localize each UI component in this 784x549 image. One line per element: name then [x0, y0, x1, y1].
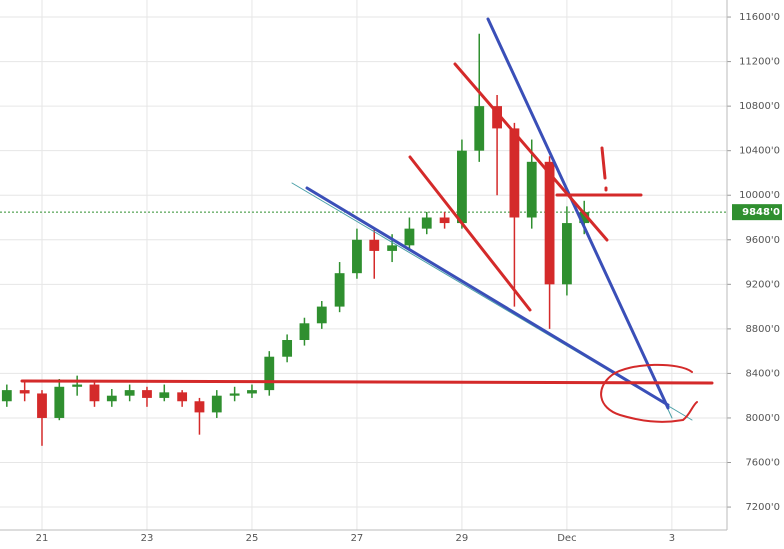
y-tick-label: 10800'0: [739, 101, 780, 112]
x-tick-label: 25: [246, 533, 259, 544]
exclamation-annotation: [600, 146, 608, 192]
candle-body: [561, 223, 572, 285]
x-tick-label: 3: [669, 533, 675, 544]
candle-body: [299, 323, 310, 341]
candle-body: [369, 239, 380, 251]
y-tick-label: 8400'0: [745, 368, 780, 379]
candle-body: [89, 384, 100, 402]
candle-body: [142, 390, 152, 398]
support-line: [20, 379, 714, 385]
y-tick-label: 8800'0: [745, 324, 780, 335]
y-tick-label: 7600'0: [745, 458, 780, 469]
candle-body: [229, 393, 240, 396]
x-tick-label: Dec: [557, 533, 576, 544]
channel-line: [408, 155, 532, 312]
candle-body: [509, 128, 520, 218]
candle-body: [474, 106, 485, 151]
y-tick-label: 9600'0: [745, 235, 780, 246]
candle-body: [404, 228, 415, 246]
y-tick-label: 9200'0: [745, 279, 780, 290]
x-tick-label: 21: [36, 533, 49, 544]
drawings: [20, 17, 714, 423]
last-price-box: [732, 204, 782, 221]
candle-body: [54, 386, 65, 418]
candle-body: [177, 392, 188, 402]
x-tick-label: 27: [351, 533, 364, 544]
y-tick-label: 10400'0: [739, 146, 780, 157]
y-tick-label: 10000'0: [739, 190, 780, 201]
candle-body: [457, 150, 467, 224]
last-price-label: 9848'0: [742, 207, 780, 218]
candle-body: [439, 217, 450, 224]
candle-body: [194, 401, 205, 413]
candle-body: [579, 212, 590, 224]
candle-body: [37, 393, 47, 418]
candle-body: [492, 106, 502, 129]
channel-line: [453, 62, 609, 242]
candle-body: [264, 356, 275, 391]
y-tick-label: 7200'0: [745, 502, 780, 513]
candle-body: [159, 392, 170, 398]
candle-body: [282, 340, 293, 357]
candle-body: [124, 390, 135, 396]
candle-body: [19, 390, 30, 394]
candle-body: [334, 273, 345, 307]
candle-body: [1, 390, 12, 402]
candle-body: [526, 161, 537, 218]
candle-body: [387, 245, 398, 251]
y-tick-label: 8000'0: [745, 413, 780, 424]
candle-body: [352, 239, 362, 274]
y-tick-label: 11600'0: [739, 12, 780, 23]
candle-body: [421, 217, 432, 229]
candle-body: [106, 395, 117, 402]
trend-line: [486, 17, 670, 410]
trend-line: [305, 186, 670, 407]
x-tick-label: 29: [456, 533, 469, 544]
circle-annotation: [600, 363, 698, 423]
candles: [1, 33, 590, 446]
candle-body: [247, 390, 257, 394]
candle-body: [316, 306, 327, 324]
candle-body: [544, 161, 555, 285]
candle-body: [211, 395, 222, 413]
y-tick-label: 11200'0: [739, 57, 780, 68]
candle-body: [72, 384, 83, 387]
x-tick-label: 23: [141, 533, 154, 544]
